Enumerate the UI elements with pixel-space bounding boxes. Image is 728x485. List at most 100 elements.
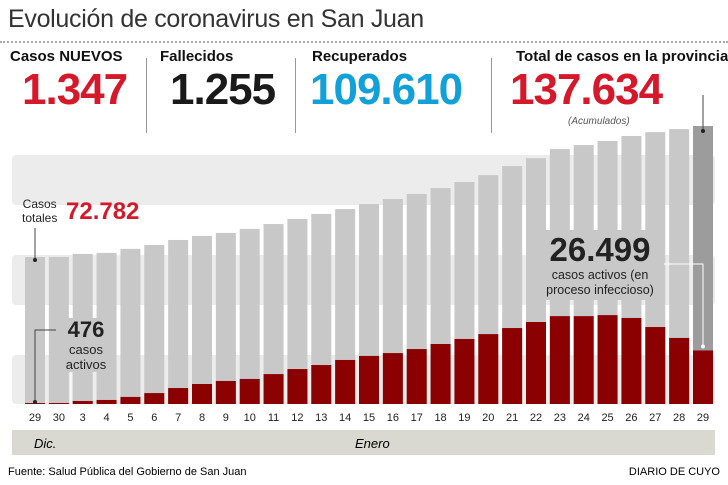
active-bar xyxy=(72,400,93,404)
active-bar xyxy=(287,369,308,404)
stat-recovered-value: 109.610 xyxy=(310,65,463,114)
active-bar xyxy=(645,327,666,404)
active-bar xyxy=(263,374,284,404)
active-bar xyxy=(573,316,594,404)
x-tick-label: 8 xyxy=(199,412,205,424)
x-tick-label: 10 xyxy=(244,412,256,424)
stat-deaths-value: 1.255 xyxy=(170,65,276,114)
stat-deaths-label: Fallecidos xyxy=(160,48,234,65)
divider xyxy=(295,58,296,133)
x-tick-label: 25 xyxy=(601,412,613,424)
stat-new-value: 1.347 xyxy=(22,65,128,114)
total-bar xyxy=(359,204,379,404)
total-bar xyxy=(120,248,141,404)
active-bar xyxy=(526,321,546,404)
month-band xyxy=(12,430,715,455)
x-tick-label: 28 xyxy=(673,412,685,424)
total-bar xyxy=(669,129,690,404)
x-tick-label: 15 xyxy=(363,412,375,424)
dotted-divider xyxy=(0,41,728,43)
total-bar xyxy=(382,198,403,404)
divider xyxy=(491,58,492,133)
annotation-text: proceso infeccioso) xyxy=(546,283,654,297)
leader-dot xyxy=(33,257,37,262)
total-bar xyxy=(192,235,212,404)
source-note: Fuente: Salud Pública del Gobierno de Sa… xyxy=(8,466,247,478)
active-bar xyxy=(430,344,451,404)
total-bar xyxy=(287,218,308,404)
stat-total-note: (Acumulados) xyxy=(568,116,630,127)
annotation-text: casos xyxy=(69,342,103,357)
active-bar xyxy=(359,355,379,404)
x-tick-label: 19 xyxy=(458,412,470,424)
annotation-text: Casos xyxy=(22,197,57,211)
active-bar xyxy=(168,388,189,404)
active-bar xyxy=(311,365,332,404)
total-bar xyxy=(215,232,236,404)
active-bar xyxy=(120,396,141,404)
x-tick-label: 29 xyxy=(697,412,709,424)
active-bar xyxy=(693,350,713,404)
x-tick-label: 23 xyxy=(554,412,566,424)
x-tick-label: 5 xyxy=(127,412,133,424)
active-bar xyxy=(96,399,117,404)
x-tick-label: 22 xyxy=(530,412,542,424)
x-tick-label: 16 xyxy=(387,412,399,424)
active-first-annotation: 476 casos activos xyxy=(56,318,116,372)
active-bar xyxy=(192,384,212,404)
active-bar xyxy=(239,378,260,404)
annotation-value: 476 xyxy=(67,317,105,342)
page-title: Evolución de coronavirus en San Juan xyxy=(8,5,424,33)
active-bar xyxy=(144,393,165,404)
x-tick-label: 24 xyxy=(578,412,590,424)
leader-dot xyxy=(33,400,37,404)
annotation-text: casos activos (en xyxy=(551,268,649,282)
stat-recovered-label: Recuperados xyxy=(312,48,408,65)
x-tick-label: 18 xyxy=(434,412,446,424)
active-bar xyxy=(406,349,427,404)
total-bar xyxy=(311,213,332,404)
active-bar xyxy=(478,334,499,404)
active-bar xyxy=(382,353,403,404)
annotation-text: activos xyxy=(65,357,107,372)
active-bar xyxy=(215,380,236,404)
x-tick-label: 27 xyxy=(649,412,661,424)
total-annotation-value: 72.782 xyxy=(66,198,140,225)
x-tick-label: 21 xyxy=(506,412,518,424)
total-bar xyxy=(239,228,260,404)
leader-line xyxy=(34,329,56,402)
leader-line xyxy=(664,263,704,347)
x-tick-label: 13 xyxy=(315,412,327,424)
total-annotation-label: Casos totales xyxy=(22,197,57,225)
active-bar xyxy=(669,337,690,404)
x-tick-label: 11 xyxy=(268,412,279,424)
x-tick-label: 6 xyxy=(151,412,157,424)
x-tick-label: 30 xyxy=(53,412,65,424)
x-tick-label: 12 xyxy=(291,412,303,424)
annotation-value: 26.499 xyxy=(549,231,651,268)
x-tick-label: 17 xyxy=(411,412,423,424)
active-bar xyxy=(335,359,356,404)
stat-total-value: 137.634 xyxy=(510,65,663,114)
active-bar xyxy=(48,402,69,404)
x-tick-label: 29 xyxy=(29,412,41,424)
divider xyxy=(146,58,147,133)
x-tick-label: 7 xyxy=(175,412,181,424)
active-last-annotation: 26.499 casos activos (en proceso infecci… xyxy=(536,230,664,300)
leader-dot xyxy=(701,344,705,349)
active-bar xyxy=(454,338,475,404)
annotation-text: totales xyxy=(22,211,58,225)
brand-credit: DIARIO DE CUYO xyxy=(628,466,720,478)
x-tick-label: 26 xyxy=(625,412,637,424)
total-bar xyxy=(263,224,284,404)
active-bar xyxy=(549,316,570,404)
x-tick-label: 4 xyxy=(104,412,110,424)
x-tick-label: 9 xyxy=(223,412,229,424)
total-bar xyxy=(144,245,165,404)
active-bar xyxy=(597,315,618,404)
stat-total-label: Total de casos en la provincia xyxy=(516,48,728,65)
leader-dot xyxy=(701,129,705,133)
month-label-dic: Dic. xyxy=(34,436,57,451)
x-tick-label: 14 xyxy=(339,412,351,424)
